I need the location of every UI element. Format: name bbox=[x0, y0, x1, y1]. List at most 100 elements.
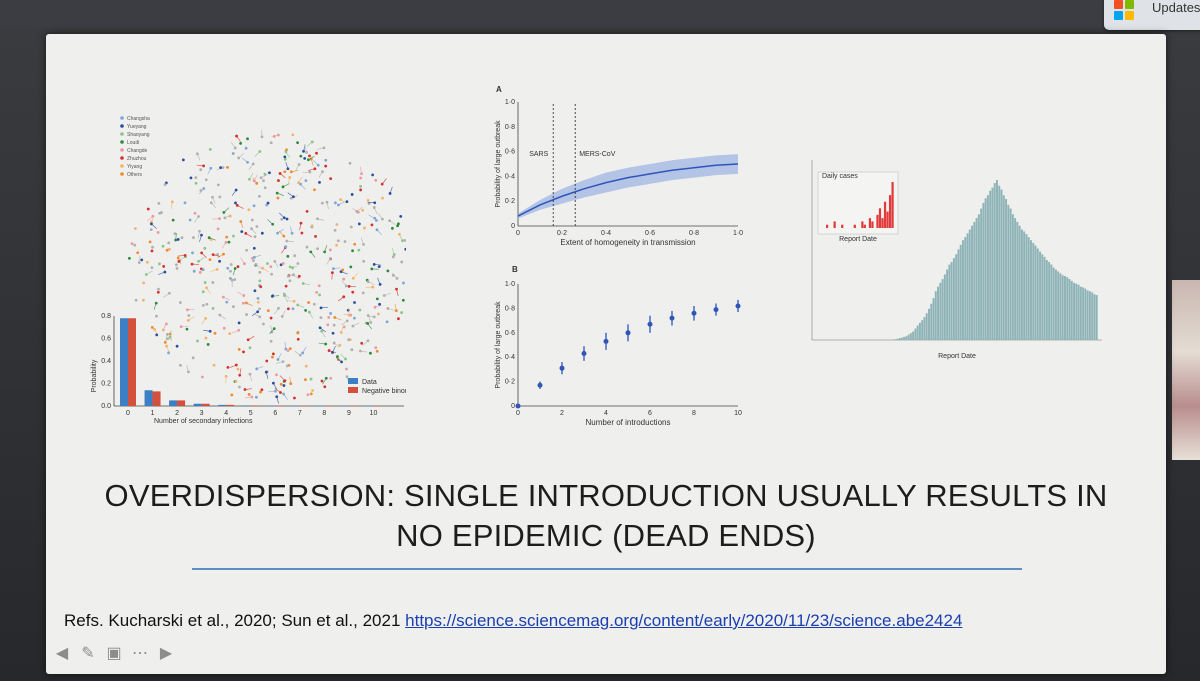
participant-video-thumbnail[interactable] bbox=[1172, 280, 1200, 460]
histogram-bar bbox=[948, 264, 951, 340]
network-node bbox=[345, 375, 349, 379]
histogram-bar bbox=[1091, 292, 1094, 340]
network-node bbox=[381, 196, 384, 200]
histogram-bar bbox=[921, 320, 924, 340]
network-node bbox=[197, 215, 200, 218]
network-node bbox=[189, 176, 193, 180]
network-node bbox=[289, 196, 293, 200]
network-node bbox=[167, 291, 171, 295]
histogram-bar bbox=[1048, 261, 1051, 340]
network-node bbox=[372, 206, 376, 209]
histogram-bar bbox=[894, 339, 896, 340]
inset-bar bbox=[826, 224, 829, 228]
network-node bbox=[205, 286, 208, 290]
network-node bbox=[329, 376, 333, 380]
legend-label: Yueyang bbox=[127, 124, 147, 130]
histogram-bar bbox=[916, 325, 919, 340]
data-point bbox=[559, 365, 565, 371]
y-tick-label: 0·4 bbox=[505, 354, 515, 361]
title-underline bbox=[192, 568, 1022, 570]
network-node bbox=[404, 247, 406, 251]
slides-grid-icon[interactable]: ▣ bbox=[106, 645, 122, 662]
network-node bbox=[320, 201, 324, 205]
x-tick-label: 4 bbox=[604, 410, 608, 417]
slide-title-line-1: OVERDISPERSION: SINGLE INTRODUCTION USUA… bbox=[104, 478, 1108, 513]
network-node bbox=[357, 248, 361, 252]
network-node bbox=[165, 248, 169, 252]
previous-slide-icon[interactable]: ◀ bbox=[55, 645, 69, 662]
legend-label: Zhuzhou bbox=[127, 156, 147, 162]
network-node bbox=[216, 227, 220, 231]
network-node bbox=[237, 156, 241, 160]
network-node bbox=[284, 347, 288, 351]
network-node bbox=[286, 167, 290, 171]
network-node bbox=[133, 243, 137, 247]
histogram-bar bbox=[1030, 240, 1032, 340]
histogram-bar bbox=[1020, 229, 1023, 340]
pen-icon[interactable]: ✎ bbox=[81, 645, 95, 662]
histogram-bar bbox=[996, 180, 998, 340]
network-node bbox=[318, 326, 322, 330]
network-node bbox=[342, 277, 346, 281]
network-node bbox=[153, 328, 156, 331]
histogram-bar bbox=[973, 221, 976, 340]
network-node bbox=[344, 284, 348, 288]
reference-link[interactable]: https://science.sciencemag.org/content/e… bbox=[405, 611, 963, 630]
network-node bbox=[274, 389, 277, 393]
network-node bbox=[133, 227, 137, 230]
network-node bbox=[276, 358, 280, 361]
legend-swatch bbox=[120, 164, 124, 168]
network-node bbox=[301, 282, 305, 285]
network-node bbox=[244, 146, 248, 150]
histogram-bar bbox=[977, 214, 980, 340]
network-node bbox=[401, 298, 405, 302]
network-node bbox=[266, 262, 269, 265]
network-node bbox=[332, 267, 335, 271]
network-node bbox=[350, 193, 354, 196]
network-node bbox=[150, 222, 153, 226]
network-node bbox=[219, 166, 223, 170]
histogram-bar bbox=[1016, 221, 1019, 340]
network-node bbox=[176, 238, 180, 241]
transmission-network-figure: Changsha Yueyang Shaoyang Loudi Changde Zhuzh… bbox=[91, 116, 406, 425]
network-node bbox=[395, 287, 398, 291]
network-node bbox=[300, 231, 304, 235]
network-node bbox=[318, 181, 321, 184]
slide-controls: ◀ ✎ ▣ ⋯ ▶ bbox=[52, 644, 176, 664]
x-tick-label: 0·6 bbox=[645, 230, 655, 237]
network-node bbox=[157, 202, 161, 205]
histogram-bar bbox=[946, 269, 949, 340]
network-node bbox=[322, 146, 326, 150]
bar-data bbox=[218, 404, 227, 406]
network-node bbox=[318, 293, 321, 297]
network-node bbox=[211, 307, 215, 310]
network-node bbox=[315, 291, 319, 294]
updates-notification[interactable]: Updates bbox=[1104, 0, 1200, 30]
network-node bbox=[369, 321, 373, 324]
more-options-icon[interactable]: ⋯ bbox=[132, 645, 148, 662]
x-tick-label: 8 bbox=[322, 410, 326, 417]
network-node bbox=[296, 303, 300, 307]
y-tick-label: 0·8 bbox=[505, 305, 515, 312]
legend-swatch bbox=[120, 148, 124, 152]
bar-negative-binomial bbox=[177, 400, 186, 406]
next-slide-icon[interactable]: ▶ bbox=[159, 645, 173, 662]
presentation-slide: Changsha Yueyang Shaoyang Loudi Changde Zhuzh… bbox=[46, 34, 1166, 674]
secondary-infections-chart: 0.0 0.2 0.4 0.6 0.8 0 1 2 3 4 5 6 7 8 9 10 Number of sec… bbox=[91, 313, 406, 425]
data-point bbox=[691, 310, 697, 316]
network-node bbox=[259, 285, 263, 289]
network-node bbox=[385, 320, 389, 324]
x-axis-label: Number of secondary infections bbox=[154, 418, 253, 425]
histogram-bar bbox=[1057, 271, 1060, 340]
histogram-bar bbox=[971, 225, 974, 340]
legend-label: Changde bbox=[127, 148, 148, 154]
network-legend: Changsha Yueyang Shaoyang Loudi Changde Zhuzh… bbox=[120, 116, 150, 178]
network-node bbox=[288, 347, 292, 351]
network-node bbox=[208, 329, 212, 333]
histogram-bar bbox=[1039, 251, 1042, 340]
legend-label: Shaoyang bbox=[127, 132, 150, 138]
network-node bbox=[179, 325, 183, 329]
network-node bbox=[258, 307, 261, 311]
x-axis-label: Extent of homogeneity in transmission bbox=[560, 238, 695, 247]
histogram-bar bbox=[1095, 295, 1098, 340]
